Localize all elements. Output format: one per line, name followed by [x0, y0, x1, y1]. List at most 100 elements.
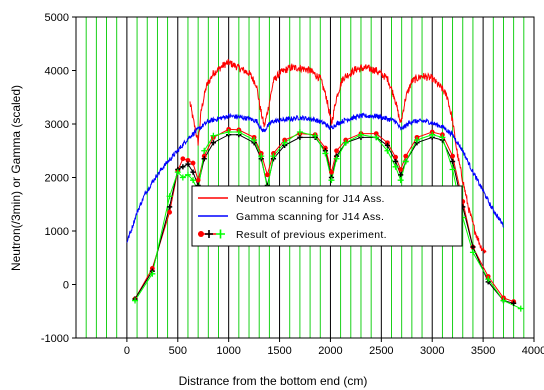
data-point — [449, 158, 456, 165]
data-point — [384, 147, 391, 154]
data-point — [297, 134, 303, 140]
data-point — [190, 177, 197, 184]
data-point — [322, 150, 329, 157]
data-point — [180, 156, 186, 162]
data-point — [470, 244, 476, 250]
y-tick-label: -1000 — [41, 333, 69, 345]
data-point — [174, 169, 181, 176]
data-point — [210, 132, 217, 139]
legend-box — [191, 185, 463, 247]
x-tick-label: 3000 — [420, 345, 444, 357]
data-point — [450, 153, 455, 159]
data-point — [149, 270, 156, 277]
legend: Neutron scanning for J14 Ass. Gamma scan… — [191, 185, 463, 247]
data-point — [469, 249, 476, 256]
data-point — [296, 129, 303, 136]
data-point — [195, 177, 201, 183]
data-point — [333, 155, 340, 162]
data-point — [190, 169, 196, 175]
y-tick-label: 5000 — [45, 12, 69, 24]
data-point — [251, 137, 258, 144]
data-point — [184, 171, 191, 178]
y-tick-label: 3000 — [45, 119, 69, 131]
data-point — [398, 167, 404, 172]
data-point — [393, 154, 398, 160]
legend-swatch-previous-experiment — [198, 229, 225, 239]
data-point — [402, 158, 409, 165]
data-point — [281, 139, 288, 146]
data-point — [185, 157, 191, 163]
data-point — [328, 177, 335, 184]
data-point — [403, 153, 409, 159]
data-point — [167, 204, 173, 210]
x-tick-label: 0 — [124, 345, 130, 357]
data-point — [201, 153, 207, 159]
data-point — [511, 300, 517, 306]
data-point — [312, 132, 319, 139]
x-tick-label: 500 — [169, 345, 187, 357]
data-point — [179, 174, 186, 181]
data-point — [201, 147, 208, 154]
data-point — [201, 156, 207, 162]
y-tick-label: 4000 — [45, 66, 69, 78]
gridlines — [85, 17, 525, 338]
legend-label-neutron: Neutron scanning for J14 Ass. — [236, 193, 385, 205]
data-point — [185, 161, 191, 167]
data-point — [132, 297, 139, 304]
x-tick-label: 2000 — [318, 345, 342, 357]
legend-marker-black — [205, 230, 213, 238]
plot-frame — [75, 16, 535, 339]
y-axis-title: Neutron(/3min) or Gamma (scaled) — [9, 85, 23, 271]
x-tick-label: 4000 — [522, 345, 544, 357]
data-point — [235, 129, 242, 136]
data-point — [385, 140, 390, 146]
tick-marks — [72, 16, 535, 342]
legend-marker-red — [198, 231, 204, 237]
legend-marker-green — [216, 229, 225, 239]
data-point — [258, 153, 265, 160]
data-point — [439, 134, 446, 141]
data-point — [392, 163, 399, 170]
data-point — [517, 305, 524, 312]
legend-label-previous-experiment: Result of previous experiment. — [236, 229, 387, 241]
legend-label-gamma: Gamma scanning for J14 Ass. — [236, 211, 384, 223]
tick-labels: 0 500 1000 1500 2000 2500 3000 3500 4000 -1000 0 10… — [41, 12, 544, 357]
data-point — [180, 164, 186, 170]
data-point — [392, 158, 399, 165]
data-point — [334, 148, 339, 154]
data-point — [373, 131, 379, 137]
data-point — [190, 160, 196, 166]
data-point — [342, 139, 349, 146]
y-tick-label: 0 — [63, 280, 69, 292]
y-tick-label: 2000 — [45, 173, 69, 185]
data-point — [449, 166, 456, 173]
gamma-scan-line — [126, 112, 504, 243]
data-point — [357, 131, 364, 138]
data-point — [149, 266, 155, 271]
y-tick-label: 1000 — [45, 226, 69, 238]
data-point — [398, 172, 404, 178]
x-tick-label: 1000 — [216, 345, 240, 357]
data-point — [167, 209, 173, 215]
data-point — [500, 297, 507, 304]
data-point — [329, 169, 334, 175]
x-tick-label: 1500 — [267, 345, 291, 357]
data-point — [397, 177, 404, 184]
data-point — [225, 129, 232, 136]
neutron-scan-line — [189, 58, 487, 254]
data-point — [210, 140, 216, 146]
series-lines — [126, 58, 522, 310]
data-point — [413, 137, 420, 144]
series-markers — [132, 126, 524, 312]
data-point — [429, 131, 436, 138]
data-point — [264, 172, 270, 178]
x-tick-label: 2500 — [369, 345, 393, 357]
data-point — [270, 153, 277, 160]
data-point — [166, 193, 173, 200]
data-point — [373, 134, 380, 141]
data-point — [322, 145, 328, 151]
data-point — [485, 276, 492, 283]
data-point — [384, 142, 391, 148]
x-axis-title: Distrance from the bottom end (cm) — [179, 374, 368, 388]
